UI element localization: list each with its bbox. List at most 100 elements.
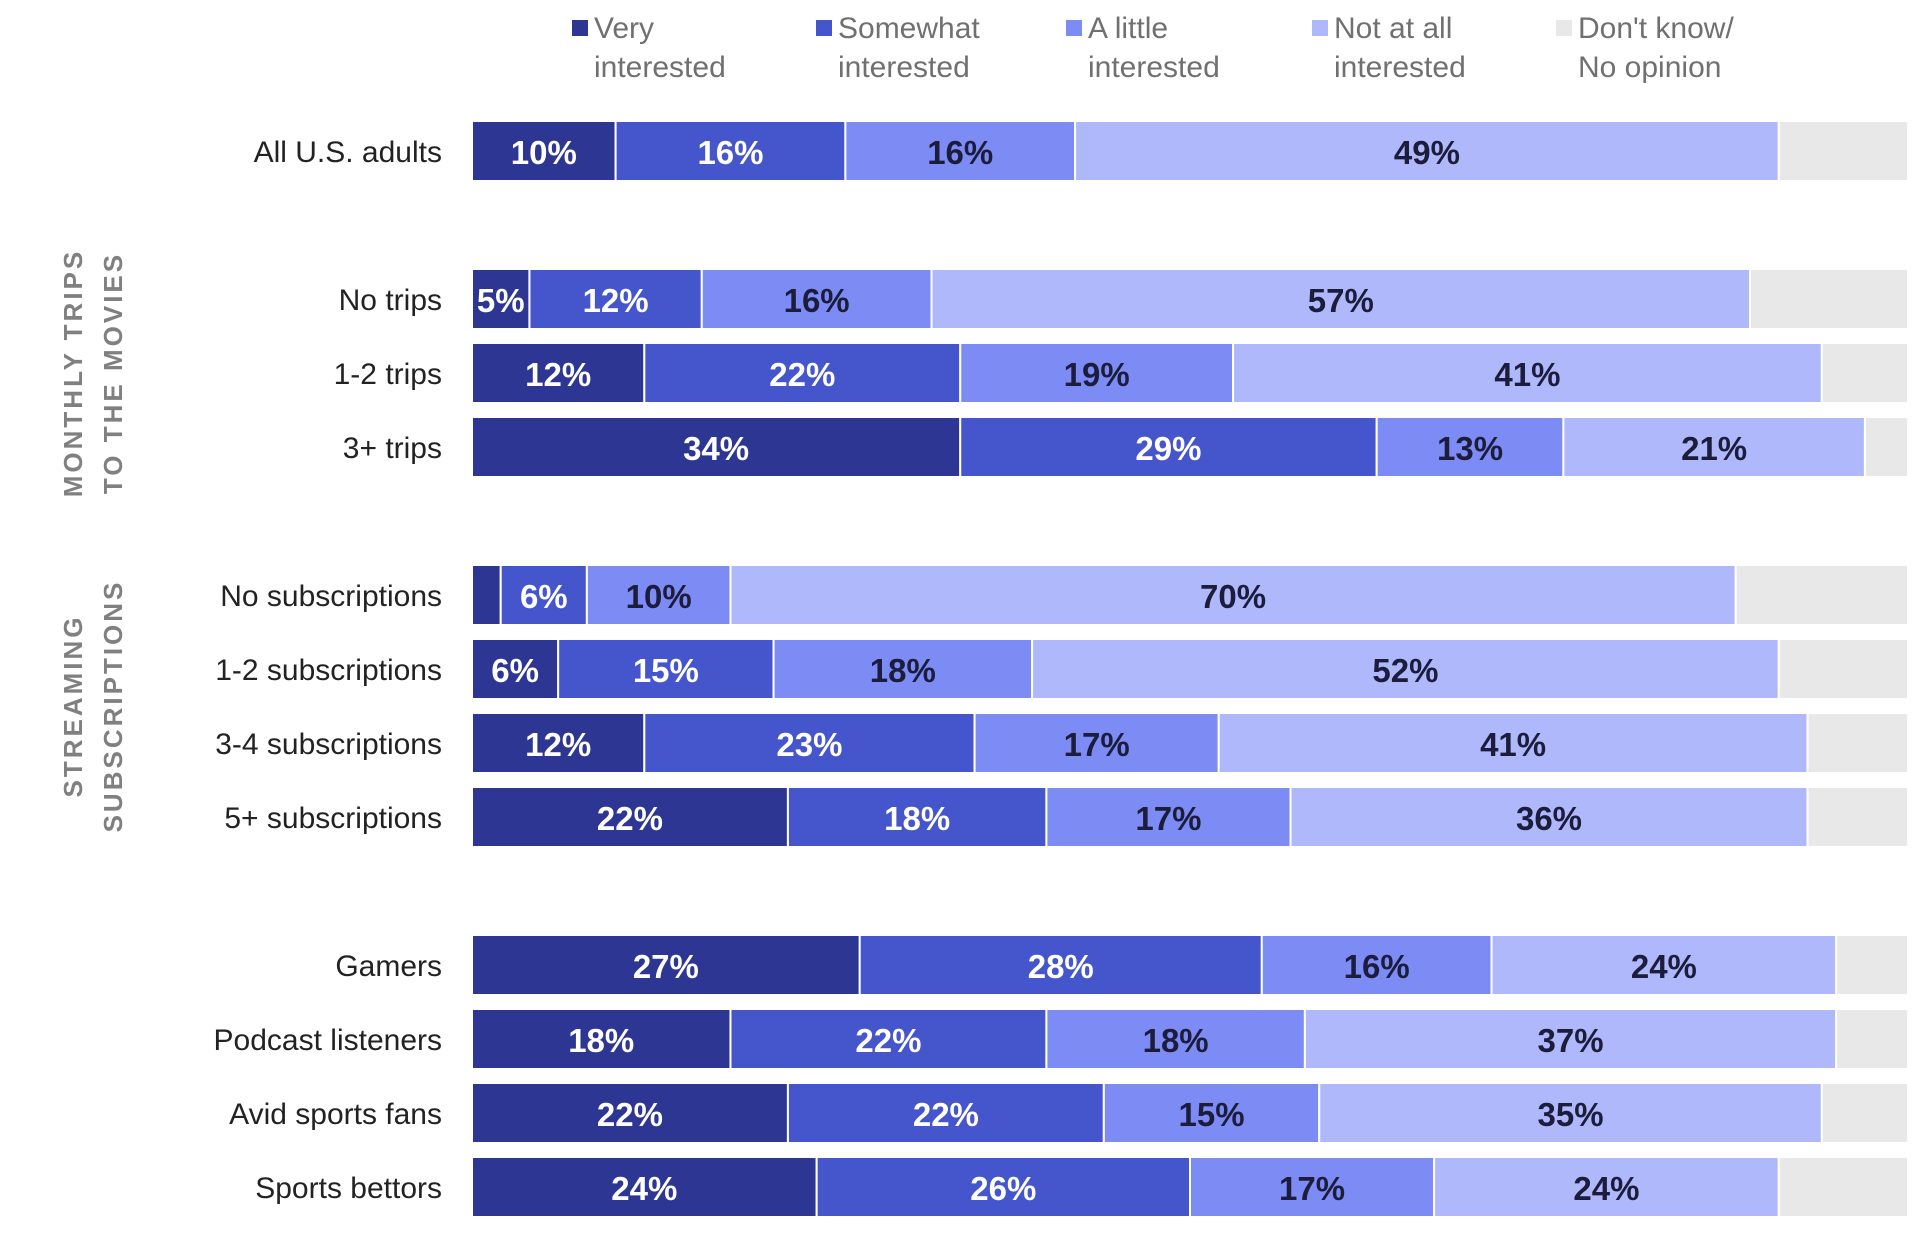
group-label: MONTHLY TRIPS TO THE MOVIES — [58, 249, 128, 497]
bar-segment-don-t-know-no-opinion — [1806, 712, 1909, 774]
bar-segment-not-at-all-interested — [1217, 712, 1809, 774]
data-label: 52% — [1372, 652, 1438, 689]
data-label: 18% — [568, 1022, 634, 1059]
legend-label: Very interested — [594, 12, 726, 84]
bar-segment-don-t-know-no-opinion — [1835, 934, 1909, 996]
bar-row-5-subscriptions: 5+ subscriptions 22% 18% 17% 36% — [224, 786, 1909, 848]
bar-row-all-u-s-adults: All U.S. adults 10% 16% 16% 49% — [254, 120, 1910, 182]
data-label: 16% — [697, 134, 763, 171]
data-label: 17% — [1064, 726, 1130, 763]
legend-swatch — [1066, 20, 1082, 36]
bar-segment-a-little-interested — [585, 564, 732, 626]
bar-segment-a-little-interested — [1045, 1008, 1306, 1070]
bar-segment-don-t-know-no-opinion — [1777, 120, 1910, 182]
legend-item-not-at-all-interested: Not at all interested — [1312, 12, 1466, 84]
bar-row-3-4-subscriptions: 3-4 subscriptions 12% 23% 17% 41% — [215, 712, 1909, 774]
data-label: 12% — [583, 282, 649, 319]
bar-segment-don-t-know-no-opinion — [1777, 638, 1910, 700]
row-label: 1-2 trips — [334, 358, 442, 391]
bar-segment-somewhat-interested — [557, 638, 775, 700]
data-label: 12% — [525, 726, 591, 763]
data-label: 17% — [1279, 1170, 1345, 1207]
bar-segment-somewhat-interested — [959, 416, 1378, 478]
data-label: 37% — [1538, 1022, 1604, 1059]
legend-swatch — [816, 20, 832, 36]
row-label: 3+ trips — [343, 432, 442, 465]
data-label: 22% — [913, 1096, 979, 1133]
legend-item-a-little-interested: A little interested — [1066, 12, 1220, 84]
bar-group-streaming-subscriptions: No subscriptions 6% 10% 70% 1-2 subscription… — [58, 564, 1910, 848]
data-label: 24% — [1631, 948, 1697, 985]
bar-row-1-2-subscriptions: 1-2 subscriptions 6% 15% 18% 52% — [215, 638, 1910, 700]
bar-segment-don-t-know-no-opinion — [1863, 416, 1910, 478]
bar-segment-don-t-know-no-opinion — [1820, 1082, 1909, 1144]
bar-segment-a-little-interested — [844, 120, 1077, 182]
row-label: All U.S. adults — [254, 136, 442, 169]
legend-label: A little interested — [1088, 12, 1220, 84]
data-label: 29% — [1135, 430, 1201, 467]
data-label: 6% — [491, 652, 539, 689]
bar-segment-a-little-interested — [700, 268, 933, 330]
bar-segment-don-t-know-no-opinion — [1749, 268, 1910, 330]
bar-segment-not-at-all-interested — [729, 564, 1737, 626]
bar-segment-don-t-know-no-opinion — [1835, 1008, 1909, 1070]
bar-row-3-trips: 3+ trips 34% 29% 13% 21% — [343, 416, 1910, 478]
legend-item-very-interested: Very interested — [572, 12, 726, 84]
bar-segment-a-little-interested — [1102, 1082, 1321, 1144]
bar-segment-don-t-know-no-opinion — [1777, 1156, 1910, 1218]
data-label: 27% — [633, 948, 699, 985]
data-label: 17% — [1135, 800, 1201, 837]
bar-group-group-1: All U.S. adults 10% 16% 16% 49% — [254, 120, 1910, 182]
bar-row-no-subscriptions: No subscriptions 6% 10% 70% — [220, 564, 1910, 626]
bar-segment-not-at-all-interested — [930, 268, 1752, 330]
data-label: 19% — [1064, 356, 1130, 393]
bar-segment-very-interested — [471, 638, 560, 700]
bar-row-1-2-trips: 1-2 trips 12% 22% 19% 41% — [334, 342, 1909, 404]
bar-segment-don-t-know-no-opinion — [1806, 786, 1909, 848]
row-label: No subscriptions — [220, 580, 442, 613]
legend-label: Not at all interested — [1334, 12, 1466, 84]
data-label: 41% — [1480, 726, 1546, 763]
data-label: 70% — [1200, 578, 1266, 615]
bar-segment-don-t-know-no-opinion — [1820, 342, 1909, 404]
data-label: 24% — [611, 1170, 677, 1207]
legend-swatch — [572, 20, 588, 36]
bar-segment-somewhat-interested — [786, 1082, 1105, 1144]
data-label: 22% — [769, 356, 835, 393]
data-label: 22% — [597, 800, 663, 837]
data-label: 22% — [597, 1096, 663, 1133]
data-label: 16% — [784, 282, 850, 319]
data-label: 22% — [855, 1022, 921, 1059]
bar-segment-a-little-interested — [1260, 934, 1493, 996]
bar-segment-not-at-all-interested — [1562, 416, 1866, 478]
row-label: Sports bettors — [255, 1172, 442, 1205]
legend-item-don-t-know-no-opinion: Don't know/No opinion — [1556, 12, 1734, 84]
row-label: Podcast listeners — [214, 1024, 442, 1057]
data-label: 18% — [884, 800, 950, 837]
bar-row-gamers: Gamers 27% 28% 16% 24% — [335, 934, 1909, 996]
data-label: 34% — [683, 430, 749, 467]
row-label: Avid sports fans — [229, 1098, 442, 1131]
bar-segment-very-interested — [471, 1008, 732, 1070]
bar-segment-not-at-all-interested — [1490, 934, 1838, 996]
bar-segment-not-at-all-interested — [1318, 1082, 1823, 1144]
data-label: 24% — [1573, 1170, 1639, 1207]
data-label: 21% — [1681, 430, 1747, 467]
bar-segment-very-interested — [471, 564, 502, 626]
row-label: Gamers — [335, 950, 442, 983]
bar-segment-very-interested — [471, 268, 531, 330]
data-label: 16% — [927, 134, 993, 171]
data-label: 5% — [477, 282, 525, 319]
data-label: 15% — [1179, 1096, 1245, 1133]
data-label: 15% — [633, 652, 699, 689]
bar-segment-not-at-all-interested — [1232, 342, 1823, 404]
bar-segment-somewhat-interested — [643, 712, 976, 774]
data-label: 49% — [1394, 134, 1460, 171]
bar-row-sports-bettors: Sports bettors 24% 26% 17% 24% — [255, 1156, 1910, 1218]
data-label: 28% — [1028, 948, 1094, 985]
data-label: 13% — [1437, 430, 1503, 467]
bar-segment-somewhat-interested — [729, 1008, 1048, 1070]
legend-label: Somewhat interested — [838, 12, 980, 84]
bar-row-avid-sports-fans: Avid sports fans 22% 22% 15% 35% — [229, 1082, 1909, 1144]
group-label: STREAMING SUBSCRIPTIONS — [58, 580, 128, 833]
